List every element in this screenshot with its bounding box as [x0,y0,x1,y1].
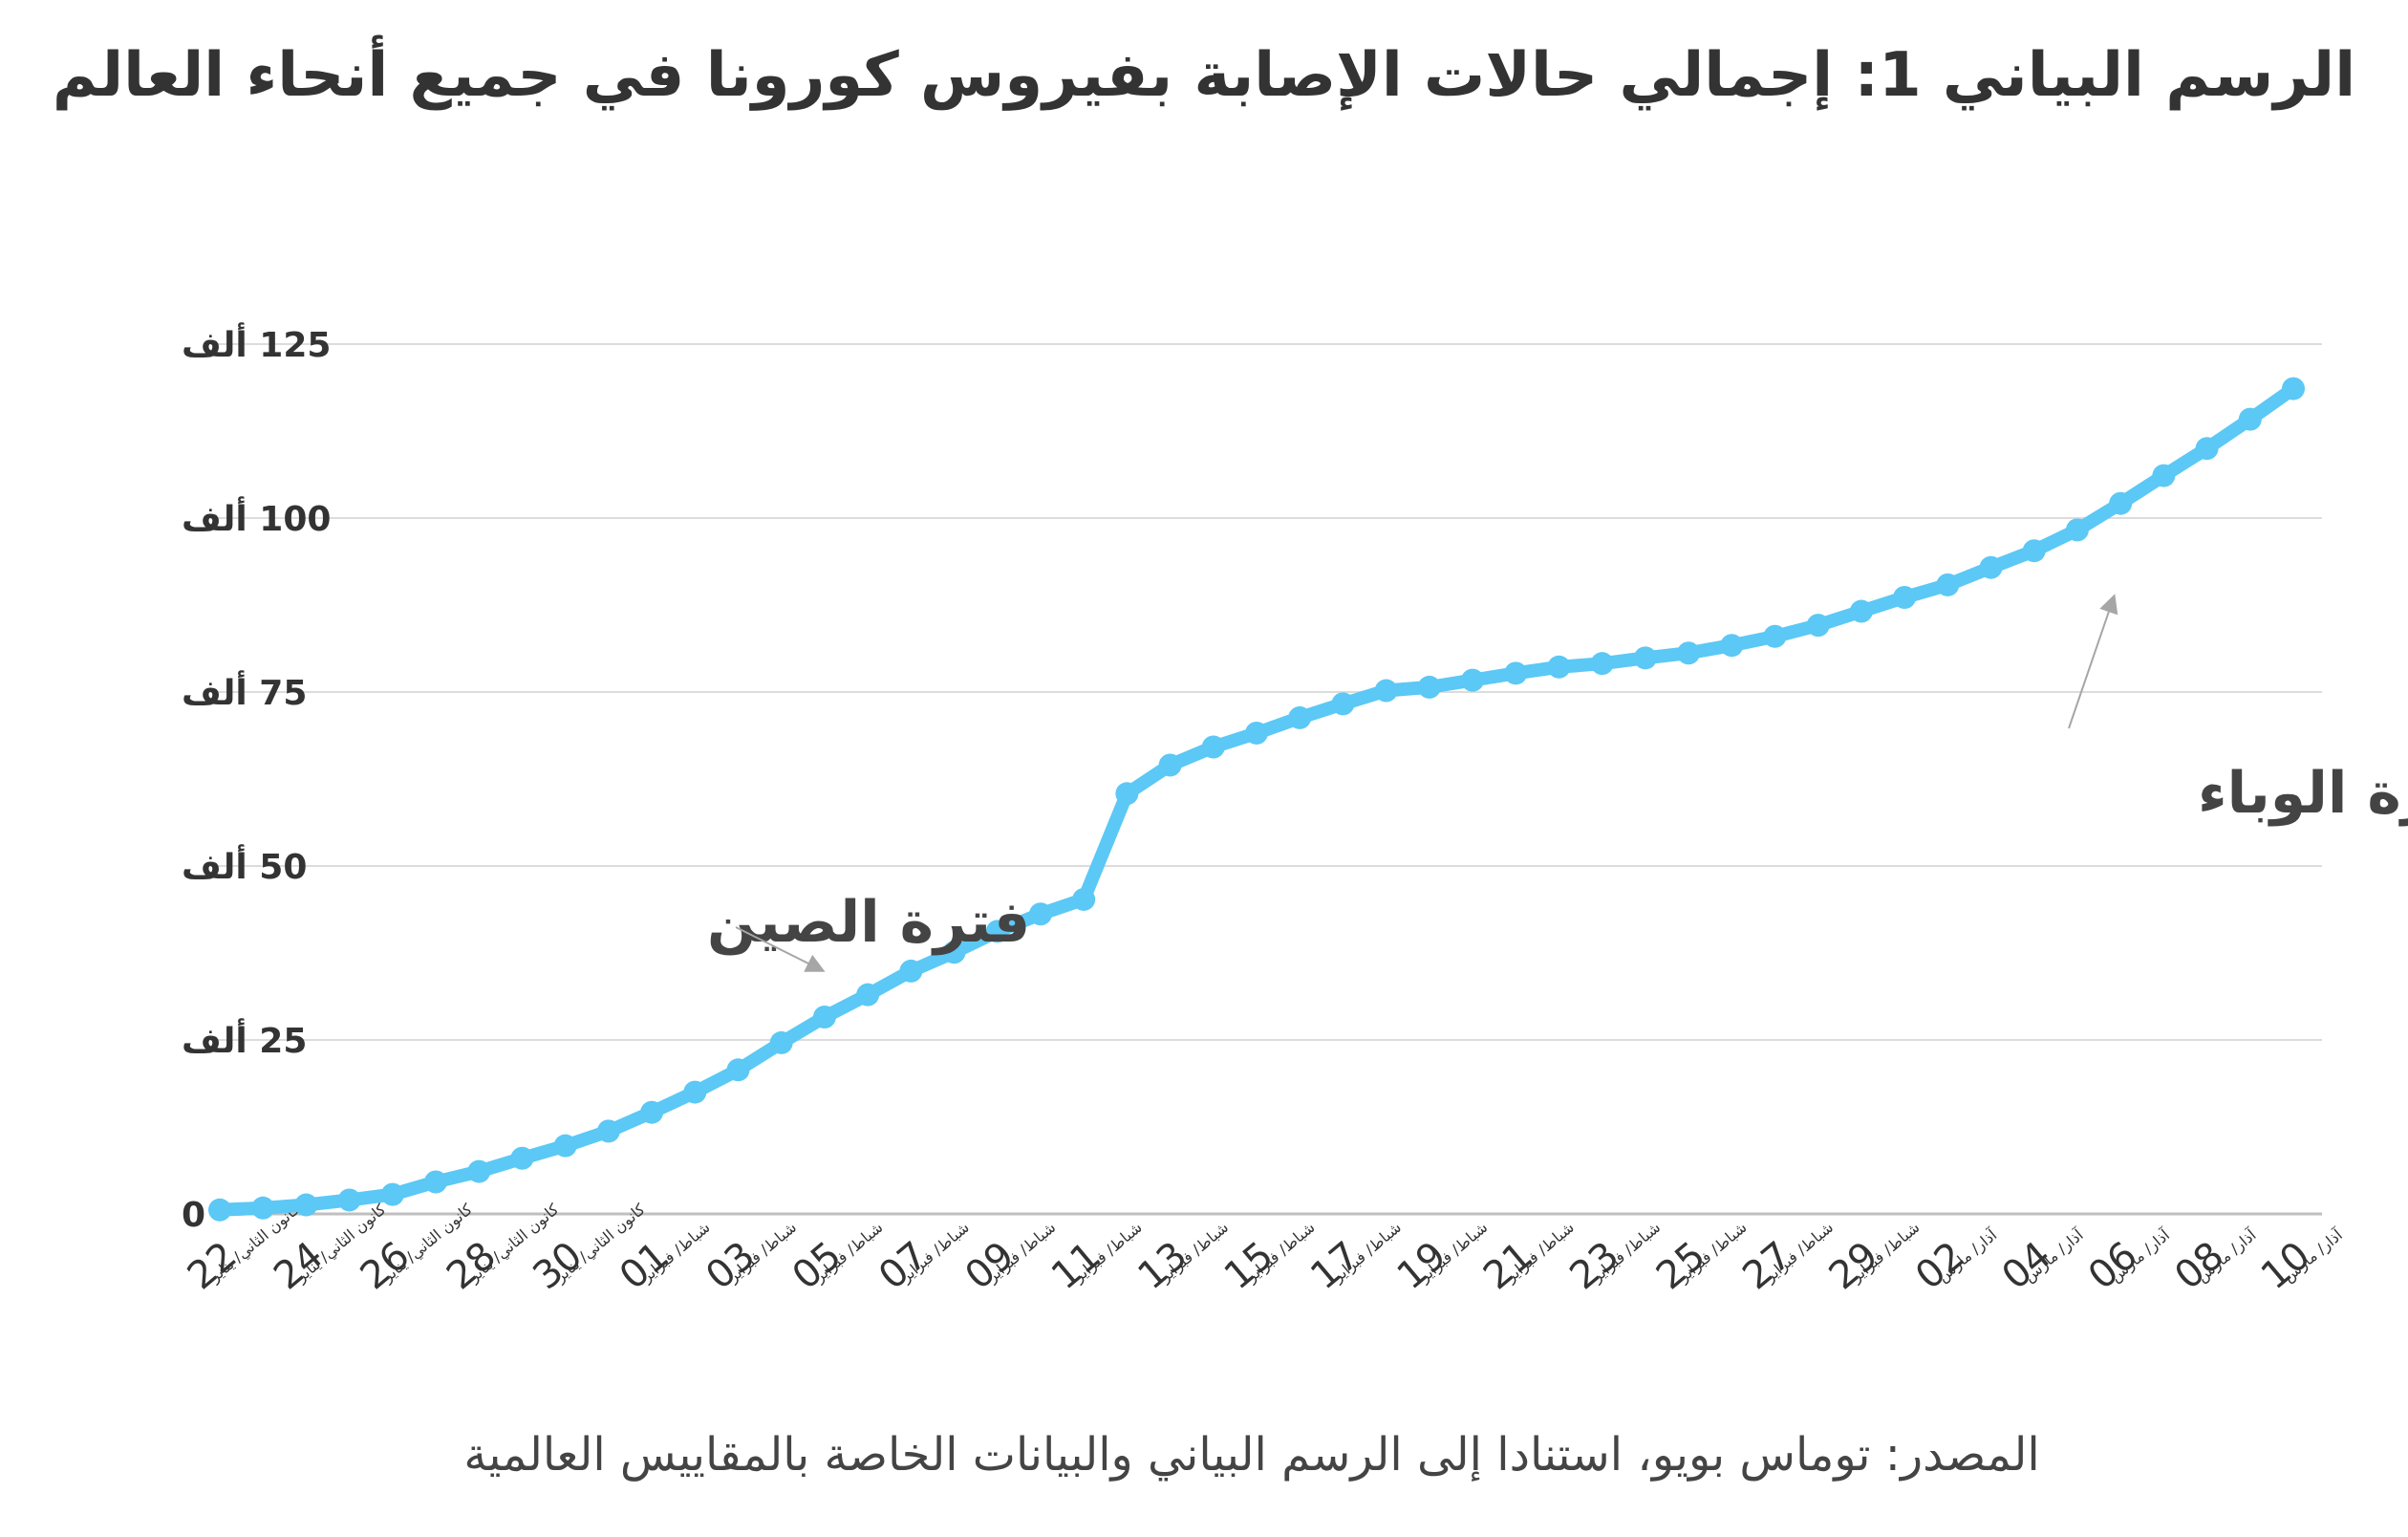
y-tick-label: 75 ألف [182,670,307,713]
data-point [251,1196,275,1220]
y-tick-label: 125 ألف [182,322,331,365]
data-point [596,1119,620,1143]
data-point [1201,735,1225,759]
series-line [213,381,2300,1217]
annotation-pandemic-arrow [2068,594,2118,729]
data-point [1763,624,1787,648]
data-point [1720,634,1744,658]
data-point [726,1058,750,1082]
data-point [294,1193,318,1217]
data-point [1374,679,1398,703]
y-axis-ticks: 0 25 ألف 50 ألف 75 ألف 100 ألف 125 ألف [182,322,331,1235]
annotation-pandemic-label: فترة الوباء [2198,760,2408,827]
data-point [942,941,966,964]
y-tick-label: 25 ألف [182,1018,307,1061]
data-point [1590,652,1614,676]
y-tick-label: 50 ألف [182,844,307,887]
data-point [1633,646,1657,670]
data-point [769,1030,793,1054]
data-point [1893,585,1917,609]
data-point [1072,887,1096,911]
annotation-china: فترة الصين [707,889,1030,972]
data-point [1115,782,1139,806]
data-point [2022,539,2046,563]
source-caption: المصدر: توماس بويو، استنادا إلى الرسم ال… [463,1428,2039,1482]
data-point [1028,902,1052,926]
annotation-pandemic: فترة الوباء [2068,594,2408,827]
chart-title: الرسم البياني 1: إجمالي حالات الإصابة بف… [53,34,2355,111]
annotation-china-arrow [735,926,826,972]
data-point [208,1198,231,1222]
annotation-china-label: فترة الصين [707,889,1030,956]
data-point [1936,573,1960,596]
data-point [1331,692,1355,716]
gridlines [210,343,2322,1216]
data-point [856,983,880,1007]
data-point [2282,377,2305,400]
series-line-group [213,381,2300,1217]
data-point [985,920,1009,943]
y-tick-label: 0 [182,1196,205,1235]
data-point [337,1188,361,1212]
data-point [640,1100,664,1124]
data-point [467,1159,491,1183]
data-point [1417,675,1441,699]
data-point [1806,614,1830,638]
data-point [424,1170,448,1194]
data-point [553,1134,577,1158]
data-point [2109,491,2133,515]
data-point [2065,518,2089,542]
data-point [1979,555,2003,579]
data-point [1461,668,1485,692]
data-point [2238,407,2262,431]
data-point [1547,655,1571,679]
data-point [2195,437,2219,461]
data-point [1677,641,1701,665]
data-point [899,959,923,983]
data-point [683,1080,707,1104]
data-point [380,1182,404,1206]
y-tick-label: 100 ألف [182,496,331,539]
data-point [812,1005,836,1028]
data-point [1245,721,1268,745]
data-point [1504,661,1528,685]
data-point [1849,599,1873,623]
data-point [1158,753,1182,777]
data-points [208,377,2305,1222]
data-point [2152,464,2176,487]
data-point [510,1146,534,1170]
data-point [1288,705,1312,729]
